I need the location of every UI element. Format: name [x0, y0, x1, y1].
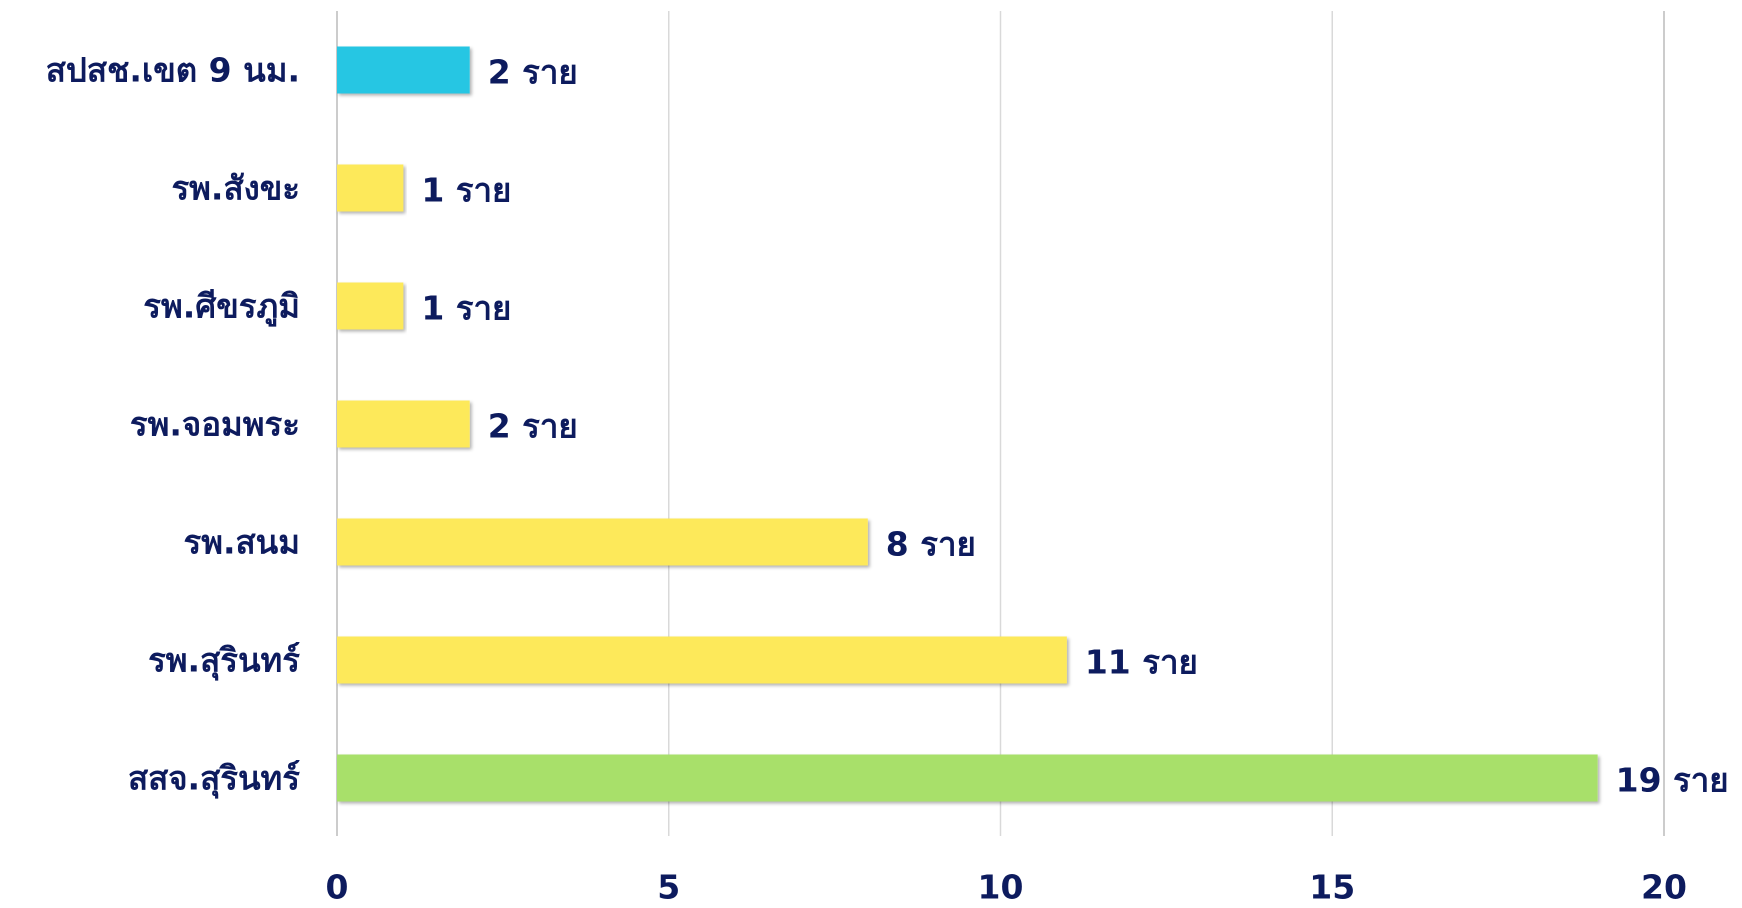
value-label: 1 ราย	[421, 171, 511, 210]
y-tick-label: รพ.สนม	[184, 523, 300, 562]
value-label: 11 ราย	[1085, 643, 1198, 682]
value-label: 8 ราย	[886, 525, 976, 564]
y-tick-label: สสจ.สุรินทร์	[128, 759, 300, 800]
bar	[337, 636, 1067, 684]
x-tick-label: 0	[326, 868, 349, 907]
value-label: 19 ราย	[1616, 761, 1729, 800]
value-label: 1 ราย	[421, 289, 511, 328]
value-label: 2 ราย	[488, 53, 578, 92]
y-tick-label: รพ.ศีขรภูมิ	[143, 287, 300, 328]
value-label: 2 ราย	[488, 407, 578, 446]
x-tick-label: 5	[657, 868, 680, 907]
bar	[337, 518, 868, 566]
bar	[337, 164, 404, 212]
bar	[337, 754, 1598, 802]
bar	[337, 400, 470, 448]
y-tick-label: รพ.สุรินทร์	[148, 641, 300, 682]
bar	[337, 282, 404, 330]
y-tick-label: รพ.สังขะ	[171, 169, 300, 208]
x-tick-label: 15	[1309, 868, 1355, 907]
bar	[337, 46, 470, 94]
x-tick-label: 10	[978, 868, 1024, 907]
x-tick-label: 20	[1641, 868, 1687, 907]
y-tick-label: สปสช.เขต 9 นม.	[46, 51, 300, 90]
y-tick-label: รพ.จอมพระ	[130, 405, 300, 444]
